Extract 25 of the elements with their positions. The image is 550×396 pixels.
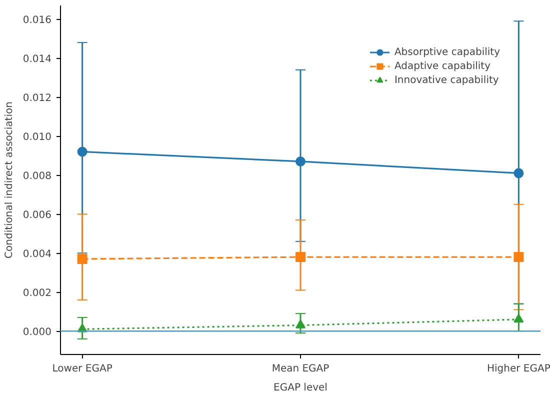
y-tick-label: 0.010 <box>22 132 52 144</box>
y-tick-label: 0.008 <box>22 171 52 182</box>
y-tick-label: 0.014 <box>22 54 52 66</box>
legend-label: Adaptive capability <box>394 60 491 73</box>
point <box>514 168 524 178</box>
y-tick-label: 0.012 <box>22 93 52 104</box>
x-tick-label: Lower EGAP <box>52 364 112 374</box>
y-tick-label: 0.016 <box>22 15 52 26</box>
point <box>77 146 88 157</box>
point <box>77 254 88 264</box>
y-tick-label: 0.002 <box>22 288 52 300</box>
y-axis-title: Conditional indirect association <box>4 102 15 258</box>
x-tick-label: Higher EGAP <box>487 364 550 374</box>
point <box>296 156 306 166</box>
legend-label: Absorptive capability <box>394 46 500 59</box>
x-tick-label: Mean EGAP <box>272 364 330 374</box>
x-axis-title: EGAP level <box>274 382 328 394</box>
point <box>514 314 524 323</box>
point <box>514 252 524 262</box>
legend-label: Innovative capability <box>394 74 499 87</box>
point <box>296 252 306 262</box>
y-tick-label: 0.000 <box>22 327 52 338</box>
y-tick-label: 0.004 <box>22 249 52 260</box>
y-tick-label: 0.006 <box>22 210 52 222</box>
point <box>296 320 306 328</box>
